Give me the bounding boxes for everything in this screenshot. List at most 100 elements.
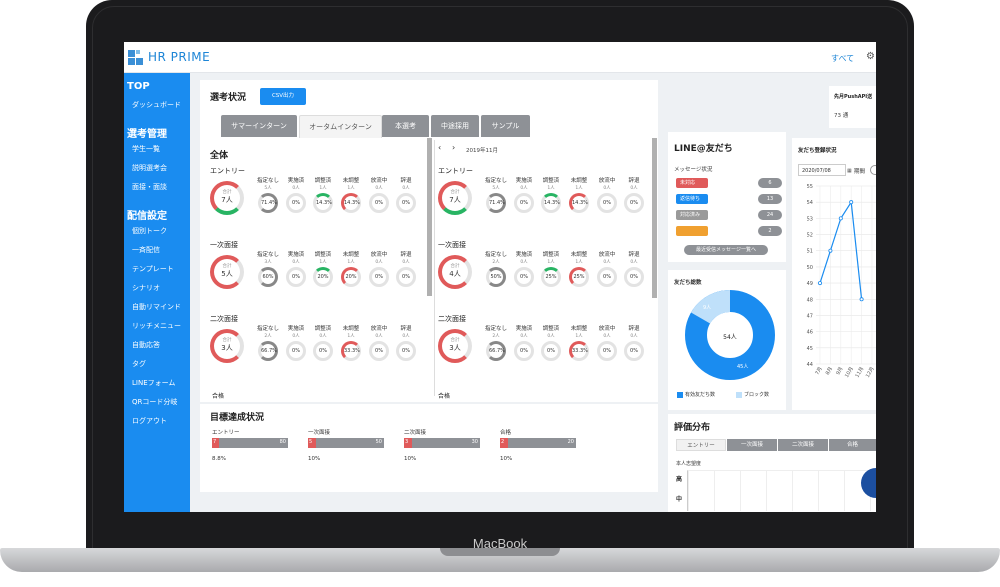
sidebar-item-tag[interactable]: タグ	[132, 360, 146, 368]
percent-ring: 50%	[486, 267, 506, 287]
y-tick-label: 54	[807, 200, 813, 206]
percent-ring: 0%	[396, 267, 416, 287]
percent-ring: 0%	[624, 267, 644, 287]
period-label: 期間	[854, 169, 866, 175]
friends-total-title: 友だち総数	[674, 280, 702, 286]
eval-tab-pass[interactable]: 合格	[829, 439, 876, 451]
goal-progress-bar: 3 30	[404, 438, 480, 448]
percent-ring: 14.3%	[541, 193, 561, 213]
column-count: 0人	[520, 260, 528, 265]
y-tick-label: 48	[807, 297, 813, 303]
status-chip[interactable]: 未対応	[676, 178, 708, 188]
line-title: LINE@友だち	[674, 144, 733, 154]
column-label: 実施済	[287, 326, 305, 332]
column-count: 3人	[264, 260, 272, 265]
percent-ring: 0%	[624, 341, 644, 361]
stage-title: エントリー	[210, 167, 245, 175]
percent-ring: 0%	[396, 193, 416, 213]
status-chip[interactable]	[676, 226, 708, 236]
eval-tab-second[interactable]: 二次面接	[778, 439, 828, 451]
column-count: 5人	[492, 186, 500, 191]
sidebar-item-broadcast[interactable]: 一斉配信	[132, 246, 160, 254]
y-tick-label: 45	[807, 346, 813, 352]
chat-fab-button[interactable]	[861, 468, 876, 498]
column-label: 放流中	[598, 178, 616, 184]
tab-midcareer[interactable]: 中途採用	[431, 115, 479, 137]
tab-autumn[interactable]: オータムインターン	[299, 115, 382, 138]
sidebar-item-briefing[interactable]: 説明選考会	[132, 164, 167, 172]
sidebar-item-dashboard[interactable]: ダッシュボード	[132, 101, 181, 109]
status-chip[interactable]: 返信待ち	[676, 194, 708, 204]
y-tick-label: 46	[807, 330, 813, 336]
percent-ring: 0%	[597, 193, 617, 213]
percent-ring: 0%	[369, 341, 389, 361]
column-count: 0人	[402, 260, 410, 265]
column-label: 放流中	[598, 252, 616, 258]
status-count: 24	[758, 210, 782, 220]
laptop-notch	[440, 548, 560, 556]
next-month-button[interactable]: ›	[452, 143, 456, 152]
total-ring: 合計 4人	[438, 255, 472, 289]
tab-main[interactable]: 本選考	[382, 115, 429, 137]
x-tick-label: 10月	[844, 366, 855, 379]
all-link[interactable]: すべて	[831, 54, 855, 63]
eval-tab-entry[interactable]: エントリー	[676, 439, 726, 451]
column-label: 放流中	[370, 326, 388, 332]
legend-active-label: 有効友だち数	[685, 392, 716, 398]
column-label: 放流中	[598, 326, 616, 332]
x-tick-label: 8月	[825, 366, 834, 376]
sidebar-item-scenario[interactable]: シナリオ	[132, 284, 160, 292]
total-ring-value: 3人	[221, 344, 233, 352]
sidebar-item-students[interactable]: 学生一覧	[132, 145, 160, 153]
sidebar-item-qr-branch[interactable]: QRコード分岐	[132, 398, 178, 406]
sidebar-item-rich-menu[interactable]: リッチメニュー	[132, 322, 181, 330]
column-count: 0人	[603, 260, 611, 265]
status-chip[interactable]: 対応済み	[676, 210, 708, 220]
sidebar-item-auto-reply[interactable]: 自動応答	[132, 341, 160, 349]
sidebar-item-interviews[interactable]: 面接・面談	[132, 183, 167, 191]
percent-ring: 0%	[597, 267, 617, 287]
registration-date-input[interactable]: 2020/07/08	[798, 164, 846, 176]
prev-month-button[interactable]: ‹	[438, 143, 442, 152]
sidebar-item-auto-remind[interactable]: 自動リマインド	[132, 303, 181, 311]
registration-line-chart: 44 45 46 47 48 49 50 51 52 53 54 55 7月 8月 9月 10月 11月 12月	[807, 184, 876, 379]
percent-ring: 0%	[514, 193, 534, 213]
push-api-title: 先月PushAPI送	[834, 94, 873, 100]
registration-panel	[792, 138, 876, 410]
goal-name: 一次面接	[308, 430, 331, 436]
sidebar-item-line-form[interactable]: LINEフォーム	[132, 379, 176, 387]
goal-percent: 10%	[308, 456, 321, 462]
app-header: HR PRIME すべて ⚙	[124, 42, 876, 73]
percent-ring: 25%	[541, 267, 561, 287]
sidebar-item-logout[interactable]: ログアウト	[132, 417, 167, 425]
goal-target: 80	[279, 439, 286, 445]
column-label: 実施済	[515, 178, 533, 184]
left-scrollbar[interactable]	[427, 138, 432, 296]
tab-summer[interactable]: サマーインターン	[221, 115, 297, 137]
calendar-icon[interactable]: ▦	[847, 168, 852, 174]
period-toggle[interactable]	[870, 165, 876, 175]
sidebar-item-individual-talk[interactable]: 個別トーク	[132, 227, 167, 235]
recent-messages-button[interactable]: 最近受信メッセージ一覧へ	[684, 245, 768, 255]
goal-current: 7	[213, 439, 217, 445]
push-api-card	[829, 86, 876, 128]
sidebar-item-template[interactable]: テンプレート	[132, 265, 174, 273]
x-tick-label: 11月	[854, 366, 865, 379]
column-label: 調整済	[542, 252, 560, 258]
total-ring-label: 合計	[222, 264, 232, 269]
right-scrollbar[interactable]	[652, 138, 657, 298]
total-ring-value: 7人	[449, 196, 461, 204]
legend-blocked-label: ブロック数	[744, 392, 770, 398]
eval-tab-first[interactable]: 一次面接	[727, 439, 777, 451]
column-label: 調整済	[314, 326, 332, 332]
gear-icon[interactable]: ⚙	[866, 51, 875, 62]
donut-active-label: 45人	[737, 364, 749, 370]
total-ring: 合計 5人	[210, 255, 244, 289]
column-label: 未調整	[570, 178, 588, 184]
tab-sample[interactable]: サンプル	[481, 115, 530, 137]
column-label: 辞退	[400, 326, 412, 332]
column-count: 0人	[375, 186, 383, 191]
csv-export-button[interactable]: CSV出力	[260, 88, 306, 105]
goals-panel	[200, 404, 658, 492]
percent-ring: 0%	[286, 267, 306, 287]
